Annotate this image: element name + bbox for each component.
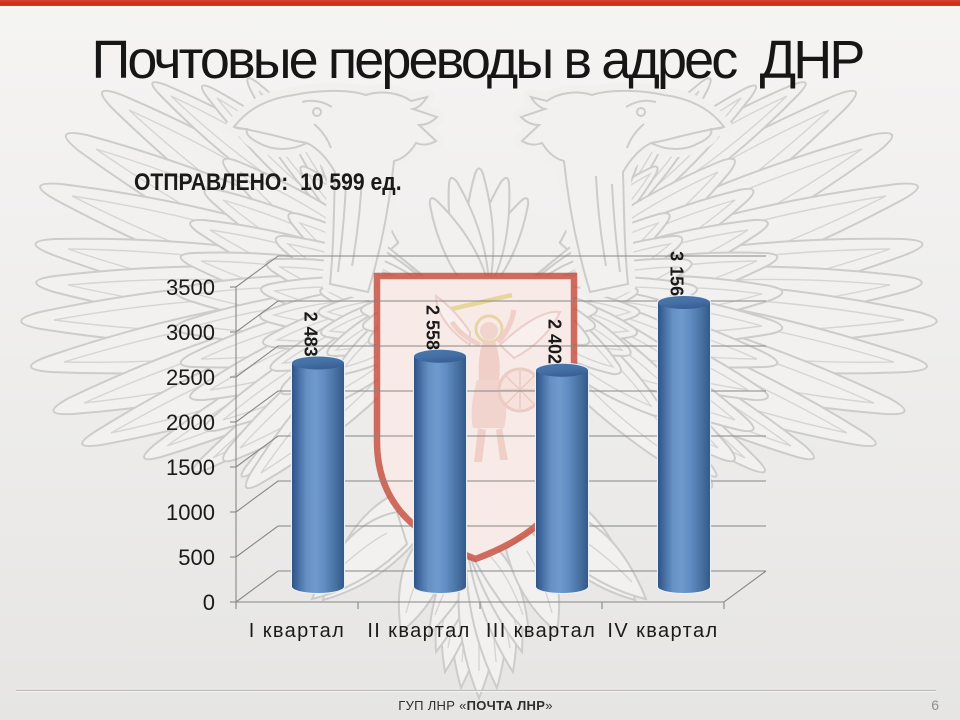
svg-text:II квартал: II квартал [367, 620, 470, 642]
svg-text:2500: 2500 [166, 365, 215, 390]
svg-text:1000: 1000 [166, 500, 215, 525]
svg-text:3000: 3000 [166, 320, 215, 345]
svg-text:2000: 2000 [166, 410, 215, 435]
svg-text:I квартал: I квартал [249, 620, 345, 642]
svg-text:500: 500 [178, 545, 215, 570]
svg-text:2 402: 2 402 [545, 319, 565, 364]
svg-text:2 558: 2 558 [423, 305, 443, 350]
svg-text:III квартал: III квартал [486, 620, 596, 642]
svg-text:1500: 1500 [166, 455, 215, 480]
svg-text:2 483: 2 483 [301, 312, 321, 357]
svg-text:3 156: 3 156 [667, 251, 687, 296]
svg-text:3500: 3500 [166, 275, 215, 300]
svg-text:0: 0 [203, 590, 215, 615]
svg-text:IV квартал: IV квартал [607, 620, 718, 642]
